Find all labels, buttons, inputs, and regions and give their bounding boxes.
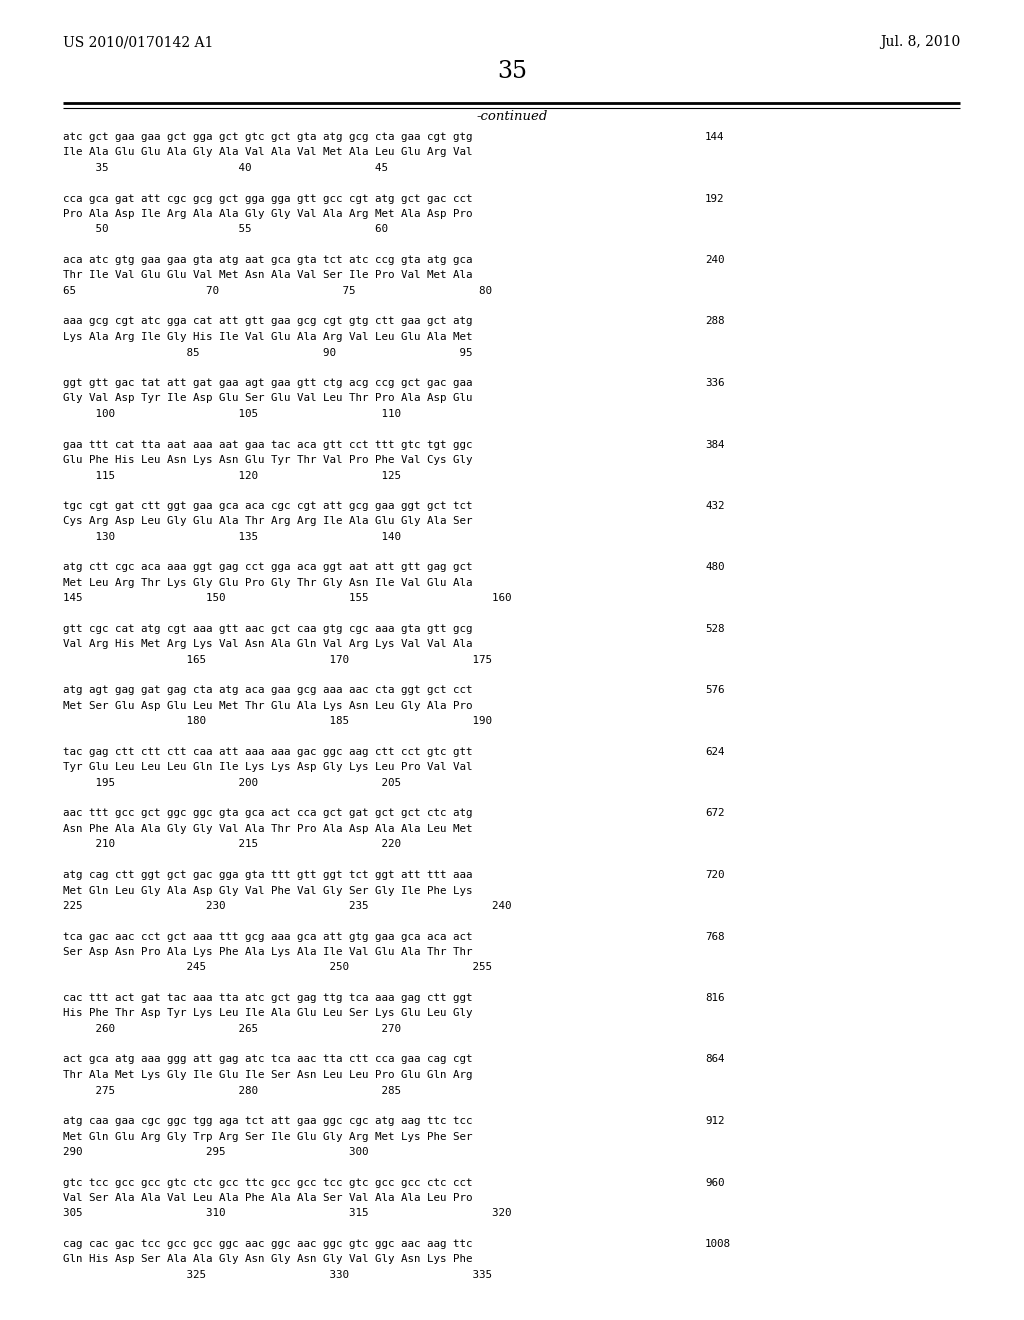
Text: 225                   230                   235                   240: 225 230 235 240 (63, 902, 512, 911)
Text: 336: 336 (705, 378, 725, 388)
Text: Jul. 8, 2010: Jul. 8, 2010 (880, 36, 961, 49)
Text: tca gac aac cct gct aaa ttt gcg aaa gca att gtg gaa gca aca act: tca gac aac cct gct aaa ttt gcg aaa gca … (63, 932, 472, 941)
Text: aaa gcg cgt atc gga cat att gtt gaa gcg cgt gtg ctt gaa gct atg: aaa gcg cgt atc gga cat att gtt gaa gcg … (63, 317, 472, 326)
Text: US 2010/0170142 A1: US 2010/0170142 A1 (63, 36, 213, 49)
Text: atg caa gaa cgc ggc tgg aga tct att gaa ggc cgc atg aag ttc tcc: atg caa gaa cgc ggc tgg aga tct att gaa … (63, 1115, 472, 1126)
Text: Met Ser Glu Asp Glu Leu Met Thr Glu Ala Lys Asn Leu Gly Ala Pro: Met Ser Glu Asp Glu Leu Met Thr Glu Ala … (63, 701, 472, 711)
Text: 912: 912 (705, 1115, 725, 1126)
Text: His Phe Thr Asp Tyr Lys Leu Ile Ala Glu Leu Ser Lys Glu Leu Gly: His Phe Thr Asp Tyr Lys Leu Ile Ala Glu … (63, 1008, 472, 1019)
Text: Met Gln Glu Arg Gly Trp Arg Ser Ile Glu Gly Arg Met Lys Phe Ser: Met Gln Glu Arg Gly Trp Arg Ser Ile Glu … (63, 1131, 472, 1142)
Text: 240: 240 (705, 255, 725, 265)
Text: 245                   250                   255: 245 250 255 (63, 962, 492, 973)
Text: Ile Ala Glu Glu Ala Gly Ala Val Ala Val Met Ala Leu Glu Arg Val: Ile Ala Glu Glu Ala Gly Ala Val Ala Val … (63, 148, 472, 157)
Text: 65                    70                   75                   80: 65 70 75 80 (63, 286, 492, 296)
Text: Val Arg His Met Arg Lys Val Asn Ala Gln Val Arg Lys Val Val Ala: Val Arg His Met Arg Lys Val Asn Ala Gln … (63, 639, 472, 649)
Text: Thr Ile Val Glu Glu Val Met Asn Ala Val Ser Ile Pro Val Met Ala: Thr Ile Val Glu Glu Val Met Asn Ala Val … (63, 271, 472, 281)
Text: 528: 528 (705, 624, 725, 634)
Text: 816: 816 (705, 993, 725, 1003)
Text: 145                   150                   155                   160: 145 150 155 160 (63, 594, 512, 603)
Text: 672: 672 (705, 808, 725, 818)
Text: cag cac gac tcc gcc gcc ggc aac ggc aac ggc gtc ggc aac aag ttc: cag cac gac tcc gcc gcc ggc aac ggc aac … (63, 1239, 472, 1249)
Text: cca gca gat att cgc gcg gct gga gga gtt gcc cgt atg gct gac cct: cca gca gat att cgc gcg gct gga gga gtt … (63, 194, 472, 203)
Text: 1008: 1008 (705, 1239, 731, 1249)
Text: ggt gtt gac tat att gat gaa agt gaa gtt ctg acg ccg gct gac gaa: ggt gtt gac tat att gat gaa agt gaa gtt … (63, 378, 472, 388)
Text: Met Leu Arg Thr Lys Gly Glu Pro Gly Thr Gly Asn Ile Val Glu Ala: Met Leu Arg Thr Lys Gly Glu Pro Gly Thr … (63, 578, 472, 587)
Text: gtt cgc cat atg cgt aaa gtt aac gct caa gtg cgc aaa gta gtt gcg: gtt cgc cat atg cgt aaa gtt aac gct caa … (63, 624, 472, 634)
Text: aac ttt gcc gct ggc ggc gta gca act cca gct gat gct gct ctc atg: aac ttt gcc gct ggc ggc gta gca act cca … (63, 808, 472, 818)
Text: 305                   310                   315                   320: 305 310 315 320 (63, 1209, 512, 1218)
Text: 115                   120                   125: 115 120 125 (63, 470, 401, 480)
Text: 768: 768 (705, 932, 725, 941)
Text: 325                   330                   335: 325 330 335 (63, 1270, 492, 1280)
Text: 85                   90                   95: 85 90 95 (63, 347, 472, 358)
Text: 624: 624 (705, 747, 725, 756)
Text: 50                    55                   60: 50 55 60 (63, 224, 388, 235)
Text: 260                   265                   270: 260 265 270 (63, 1024, 401, 1034)
Text: cac ttt act gat tac aaa tta atc gct gag ttg tca aaa gag ctt ggt: cac ttt act gat tac aaa tta atc gct gag … (63, 993, 472, 1003)
Text: Thr Ala Met Lys Gly Ile Glu Ile Ser Asn Leu Leu Pro Glu Gln Arg: Thr Ala Met Lys Gly Ile Glu Ile Ser Asn … (63, 1071, 472, 1080)
Text: 144: 144 (705, 132, 725, 143)
Text: atg ctt cgc aca aaa ggt gag cct gga aca ggt aat att gtt gag gct: atg ctt cgc aca aaa ggt gag cct gga aca … (63, 562, 472, 573)
Text: 165                   170                   175: 165 170 175 (63, 655, 492, 665)
Text: Asn Phe Ala Ala Gly Gly Val Ala Thr Pro Ala Asp Ala Ala Leu Met: Asn Phe Ala Ala Gly Gly Val Ala Thr Pro … (63, 824, 472, 834)
Text: Ser Asp Asn Pro Ala Lys Phe Ala Lys Ala Ile Val Glu Ala Thr Thr: Ser Asp Asn Pro Ala Lys Phe Ala Lys Ala … (63, 946, 472, 957)
Text: Val Ser Ala Ala Val Leu Ala Phe Ala Ala Ser Val Ala Ala Leu Pro: Val Ser Ala Ala Val Leu Ala Phe Ala Ala … (63, 1193, 472, 1203)
Text: Gln His Asp Ser Ala Ala Gly Asn Gly Asn Gly Val Gly Asn Lys Phe: Gln His Asp Ser Ala Ala Gly Asn Gly Asn … (63, 1254, 472, 1265)
Text: Tyr Glu Leu Leu Leu Gln Ile Lys Lys Asp Gly Lys Leu Pro Val Val: Tyr Glu Leu Leu Leu Gln Ile Lys Lys Asp … (63, 763, 472, 772)
Text: 210                   215                   220: 210 215 220 (63, 840, 401, 850)
Text: atc gct gaa gaa gct gga gct gtc gct gta atg gcg cta gaa cgt gtg: atc gct gaa gaa gct gga gct gtc gct gta … (63, 132, 472, 143)
Text: 720: 720 (705, 870, 725, 880)
Text: atg cag ctt ggt gct gac gga gta ttt gtt ggt tct ggt att ttt aaa: atg cag ctt ggt gct gac gga gta ttt gtt … (63, 870, 472, 880)
Text: 275                   280                   285: 275 280 285 (63, 1085, 401, 1096)
Text: atg agt gag gat gag cta atg aca gaa gcg aaa aac cta ggt gct cct: atg agt gag gat gag cta atg aca gaa gcg … (63, 685, 472, 696)
Text: 864: 864 (705, 1055, 725, 1064)
Text: tac gag ctt ctt ctt caa att aaa aaa gac ggc aag ctt cct gtc gtt: tac gag ctt ctt ctt caa att aaa aaa gac … (63, 747, 472, 756)
Text: Lys Ala Arg Ile Gly His Ile Val Glu Ala Arg Val Leu Glu Ala Met: Lys Ala Arg Ile Gly His Ile Val Glu Ala … (63, 333, 472, 342)
Text: 180                   185                   190: 180 185 190 (63, 717, 492, 726)
Text: 290                   295                   300: 290 295 300 (63, 1147, 369, 1158)
Text: 384: 384 (705, 440, 725, 450)
Text: 960: 960 (705, 1177, 725, 1188)
Text: Glu Phe His Leu Asn Lys Asn Glu Tyr Thr Val Pro Phe Val Cys Gly: Glu Phe His Leu Asn Lys Asn Glu Tyr Thr … (63, 455, 472, 465)
Text: gaa ttt cat tta aat aaa aat gaa tac aca gtt cct ttt gtc tgt ggc: gaa ttt cat tta aat aaa aat gaa tac aca … (63, 440, 472, 450)
Text: Cys Arg Asp Leu Gly Glu Ala Thr Arg Arg Ile Ala Glu Gly Ala Ser: Cys Arg Asp Leu Gly Glu Ala Thr Arg Arg … (63, 516, 472, 527)
Text: 100                   105                   110: 100 105 110 (63, 409, 401, 418)
Text: 130                   135                   140: 130 135 140 (63, 532, 401, 543)
Text: tgc cgt gat ctt ggt gaa gca aca cgc cgt att gcg gaa ggt gct tct: tgc cgt gat ctt ggt gaa gca aca cgc cgt … (63, 502, 472, 511)
Text: 288: 288 (705, 317, 725, 326)
Text: 192: 192 (705, 194, 725, 203)
Text: Gly Val Asp Tyr Ile Asp Glu Ser Glu Val Leu Thr Pro Ala Asp Glu: Gly Val Asp Tyr Ile Asp Glu Ser Glu Val … (63, 393, 472, 404)
Text: 432: 432 (705, 502, 725, 511)
Text: gtc tcc gcc gcc gtc ctc gcc ttc gcc gcc tcc gtc gcc gcc ctc cct: gtc tcc gcc gcc gtc ctc gcc ttc gcc gcc … (63, 1177, 472, 1188)
Text: 480: 480 (705, 562, 725, 573)
Text: 35                    40                   45: 35 40 45 (63, 162, 388, 173)
Text: Pro Ala Asp Ile Arg Ala Ala Gly Gly Val Ala Arg Met Ala Asp Pro: Pro Ala Asp Ile Arg Ala Ala Gly Gly Val … (63, 209, 472, 219)
Text: Met Gln Leu Gly Ala Asp Gly Val Phe Val Gly Ser Gly Ile Phe Lys: Met Gln Leu Gly Ala Asp Gly Val Phe Val … (63, 886, 472, 895)
Text: -continued: -continued (476, 110, 548, 123)
Text: act gca atg aaa ggg att gag atc tca aac tta ctt cca gaa cag cgt: act gca atg aaa ggg att gag atc tca aac … (63, 1055, 472, 1064)
Text: aca atc gtg gaa gaa gta atg aat gca gta tct atc ccg gta atg gca: aca atc gtg gaa gaa gta atg aat gca gta … (63, 255, 472, 265)
Text: 576: 576 (705, 685, 725, 696)
Text: 195                   200                   205: 195 200 205 (63, 777, 401, 788)
Text: 35: 35 (497, 59, 527, 83)
